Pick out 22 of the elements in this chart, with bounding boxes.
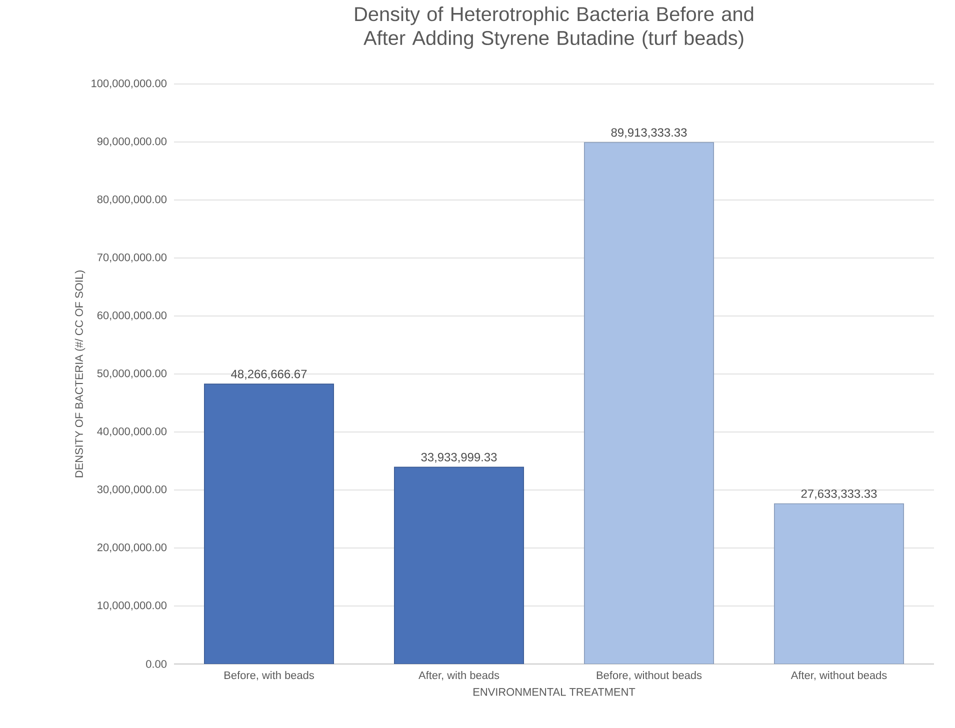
y-tick-label: 80,000,000.00 [97, 195, 167, 205]
data-label: 33,933,999.33 [421, 452, 497, 463]
data-label: 89,913,333.33 [611, 128, 687, 138]
y-tick-label: 10,000,000.00 [98, 601, 167, 611]
y-axis-title: DENSITY OF BACTERIA (#/ CC OF SOIL) [74, 270, 86, 478]
x-tick-label: After, with beads [418, 671, 500, 680]
y-tick-label: 60,000,000.00 [97, 311, 167, 321]
data-label: 48,266,666.67 [231, 370, 307, 380]
y-tick-label: 100,000,000.00 [92, 79, 167, 89]
x-axis-title: ENVIRONMENTAL TREATMENT [474, 688, 636, 696]
data-label: 27,633,333.33 [801, 489, 877, 500]
y-tick-label: 40,000,000.00 [97, 427, 167, 437]
x-tick-label: After, without beads [790, 671, 887, 680]
chart-title: Density of Heterotrophic Bacteria Before and After Adding Styrene Butadine (turf beads) [355, 6, 754, 49]
x-tick-label: Before, with beads [224, 671, 314, 680]
y-tick-label: 70,000,000.00 [97, 253, 167, 263]
y-tick-label: 0.00 [146, 660, 167, 668]
y-tick-label: 90,000,000.00 [97, 137, 167, 147]
y-tick-label: 30,000,000.00 [97, 485, 167, 495]
y-tick-label: 20,000,000.00 [97, 543, 167, 553]
y-tick-label: 50,000,000.00 [97, 369, 167, 379]
x-tick-label: Before, without beads [596, 671, 702, 680]
